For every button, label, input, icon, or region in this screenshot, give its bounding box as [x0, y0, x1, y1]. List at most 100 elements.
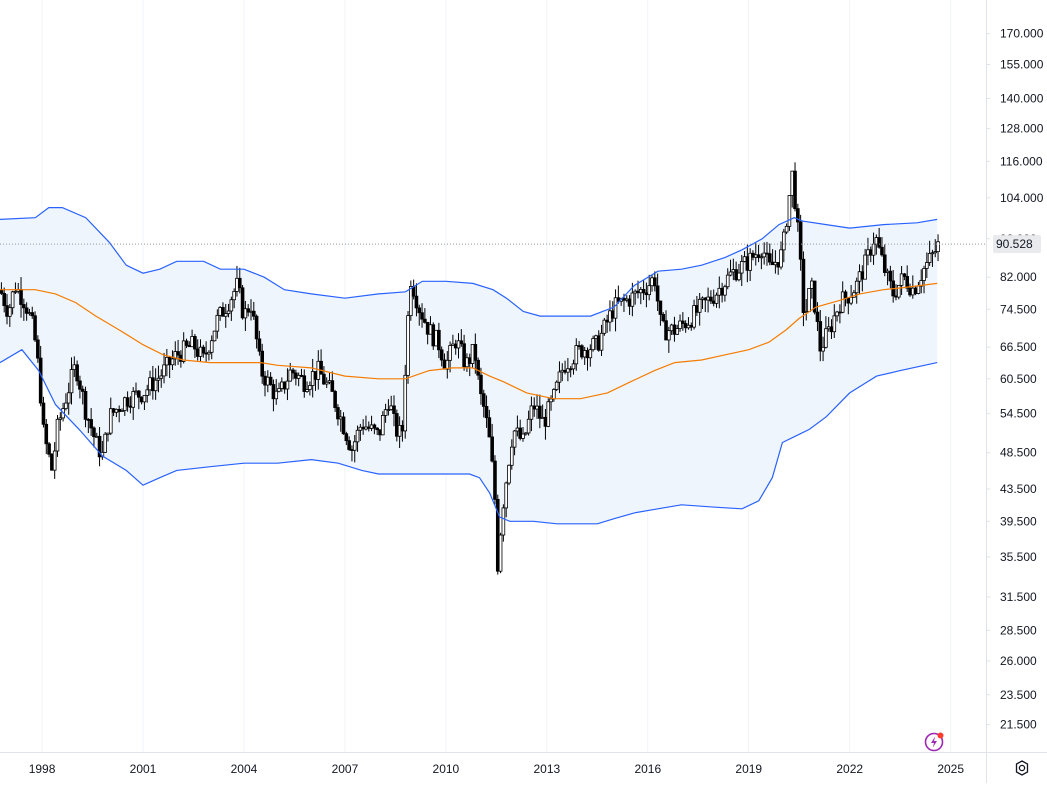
candle [78, 375, 82, 399]
last-price-label: 90.528 [996, 237, 1033, 251]
candle-body [546, 401, 551, 427]
candle [2, 287, 7, 313]
candle [193, 334, 197, 358]
candle [739, 254, 744, 287]
candle-body [664, 320, 668, 341]
candle-body [930, 252, 935, 255]
candle [170, 350, 175, 370]
candle-body [745, 256, 750, 271]
candle-body [38, 357, 43, 404]
candle-body [484, 406, 489, 419]
candle [568, 366, 573, 378]
candle-body [350, 449, 354, 451]
candle [420, 303, 424, 328]
candle-body [226, 310, 231, 314]
candle-body [324, 381, 329, 385]
y-tick-label: 31.500 [1000, 590, 1037, 604]
candle-body [838, 311, 842, 314]
candle-body [599, 332, 604, 351]
candle-body [737, 272, 741, 281]
candle-body [557, 371, 562, 383]
candle-body [439, 349, 444, 361]
y-tick-label: 170.000 [1000, 27, 1044, 41]
candle-body [97, 435, 102, 458]
candle [30, 306, 35, 319]
candle-body [249, 310, 253, 313]
candle [479, 367, 483, 405]
candle-body [776, 262, 780, 268]
candle [512, 429, 517, 456]
candle [919, 269, 924, 294]
candle-body [268, 376, 273, 385]
candle [184, 338, 189, 349]
lightning-button[interactable] [924, 731, 946, 753]
candle-body [229, 299, 234, 312]
candle-body [566, 368, 570, 373]
candle-body [798, 221, 803, 260]
candle-body [843, 291, 848, 299]
candle [285, 368, 290, 401]
candle-body [810, 280, 814, 289]
candle [8, 303, 12, 327]
candle-body [263, 375, 267, 386]
candle-body [92, 427, 96, 438]
candle [92, 426, 96, 448]
candle-body [835, 311, 839, 317]
candle [392, 395, 396, 427]
candle [89, 408, 93, 436]
candle [462, 334, 466, 371]
candle-body [563, 369, 567, 373]
candle [658, 300, 663, 326]
candle [277, 382, 281, 393]
candle [653, 271, 657, 292]
candle [849, 284, 853, 306]
candle-body [622, 297, 626, 301]
candle [386, 399, 391, 416]
candle-body [94, 435, 99, 438]
candle [880, 237, 884, 257]
candle-body [793, 170, 797, 210]
candle-body [451, 343, 455, 346]
settings-button[interactable] [1012, 758, 1032, 778]
candle-body [821, 346, 825, 352]
candle-body [64, 402, 68, 410]
candle-body [624, 298, 629, 301]
candle [305, 381, 309, 393]
candle-body [936, 241, 940, 253]
candle-body [27, 312, 32, 315]
candle [888, 265, 893, 289]
candle [296, 372, 301, 387]
candle-body [493, 460, 497, 500]
candle-body [577, 345, 581, 348]
candle [83, 386, 88, 428]
candle [352, 434, 357, 463]
candle-body [106, 432, 110, 435]
candle-body [751, 252, 755, 258]
candle-body [501, 507, 506, 536]
candle-body [285, 380, 290, 390]
candle [490, 423, 494, 463]
candle [254, 314, 259, 349]
candle-body [849, 296, 853, 304]
candle-body [235, 277, 239, 292]
candle-body [204, 352, 208, 355]
candle-body [380, 415, 385, 436]
candle [882, 244, 887, 277]
candle-body [470, 344, 475, 364]
candle-body [181, 340, 186, 362]
candle-body [319, 360, 323, 375]
candle-body [681, 320, 685, 324]
candle [137, 389, 141, 410]
candle [69, 357, 74, 405]
candle [333, 389, 337, 412]
candle-body [66, 392, 71, 404]
candle-body [207, 351, 211, 355]
candle-body [254, 315, 259, 340]
last-price-tag [993, 235, 1041, 254]
candle-body [338, 416, 343, 420]
candle-body [580, 345, 584, 358]
candle [336, 404, 340, 426]
candle-body [86, 418, 91, 421]
candle-body [826, 326, 831, 330]
